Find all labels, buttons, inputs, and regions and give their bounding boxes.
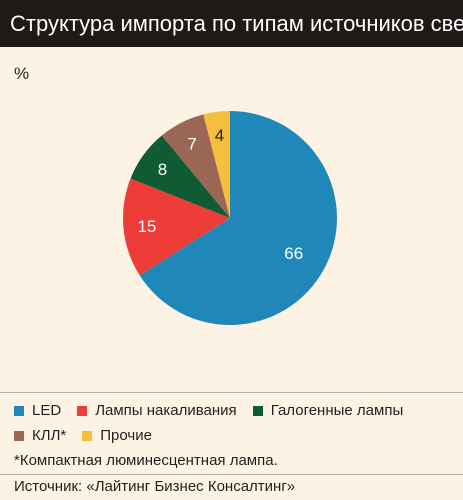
legend-label-halogen: Галогенные лампы	[270, 402, 404, 419]
pie-value-label-other: 4	[215, 126, 224, 145]
legend-swatch-incandescent	[77, 405, 88, 416]
legend-row-2: КЛЛ* Прочие	[14, 423, 459, 448]
legend-item-cfl: КЛЛ*	[14, 427, 66, 444]
legend-swatch-cfl	[14, 430, 24, 441]
pie-slice-halogen	[130, 135, 230, 218]
pie-slice-led	[139, 111, 338, 325]
legend-swatch-halogen	[252, 405, 263, 416]
pie-value-label-incandescent: 15	[137, 217, 156, 236]
pie-slice-cfl	[161, 114, 230, 218]
legend-label-cfl: КЛЛ*	[32, 427, 67, 444]
pie-value-label-halogen: 8	[158, 160, 167, 179]
legend-swatch-led	[14, 405, 24, 416]
legend-row-1: LED Лампы накаливания Галогенные лампы	[14, 398, 459, 423]
chart-title: Структура импорта по типам источников св…	[0, 0, 463, 47]
pie-value-label-cfl: 7	[187, 135, 196, 154]
legend-item-incandescent: Лампы накаливания	[77, 402, 237, 419]
pie-value-label-led: 66	[284, 244, 303, 263]
unit-label: %	[14, 64, 30, 83]
legend: LED Лампы накаливания Галогенные лампы К…	[14, 398, 459, 448]
source-note: Источник: «Лайтинг Бизнес Консалтинг»	[14, 478, 296, 495]
legend-swatch-other	[82, 430, 93, 441]
legend-item-led: LED	[14, 402, 61, 419]
legend-label-other: Прочие	[100, 427, 152, 444]
pie-slice-incandescent	[122, 178, 230, 276]
footnote: *Компактная люминесцентная лампа.	[14, 452, 278, 469]
legend-item-halogen: Галогенные лампы	[252, 402, 404, 419]
legend-label-led: LED	[32, 402, 62, 419]
pie-slice-other	[203, 111, 230, 218]
divider-top	[0, 392, 463, 393]
legend-label-incandescent: Лампы накаливания	[95, 402, 237, 419]
legend-item-other: Прочие	[82, 427, 152, 444]
divider-bottom	[0, 474, 463, 475]
pie-chart: 66 15 8 7 4	[122, 111, 338, 325]
